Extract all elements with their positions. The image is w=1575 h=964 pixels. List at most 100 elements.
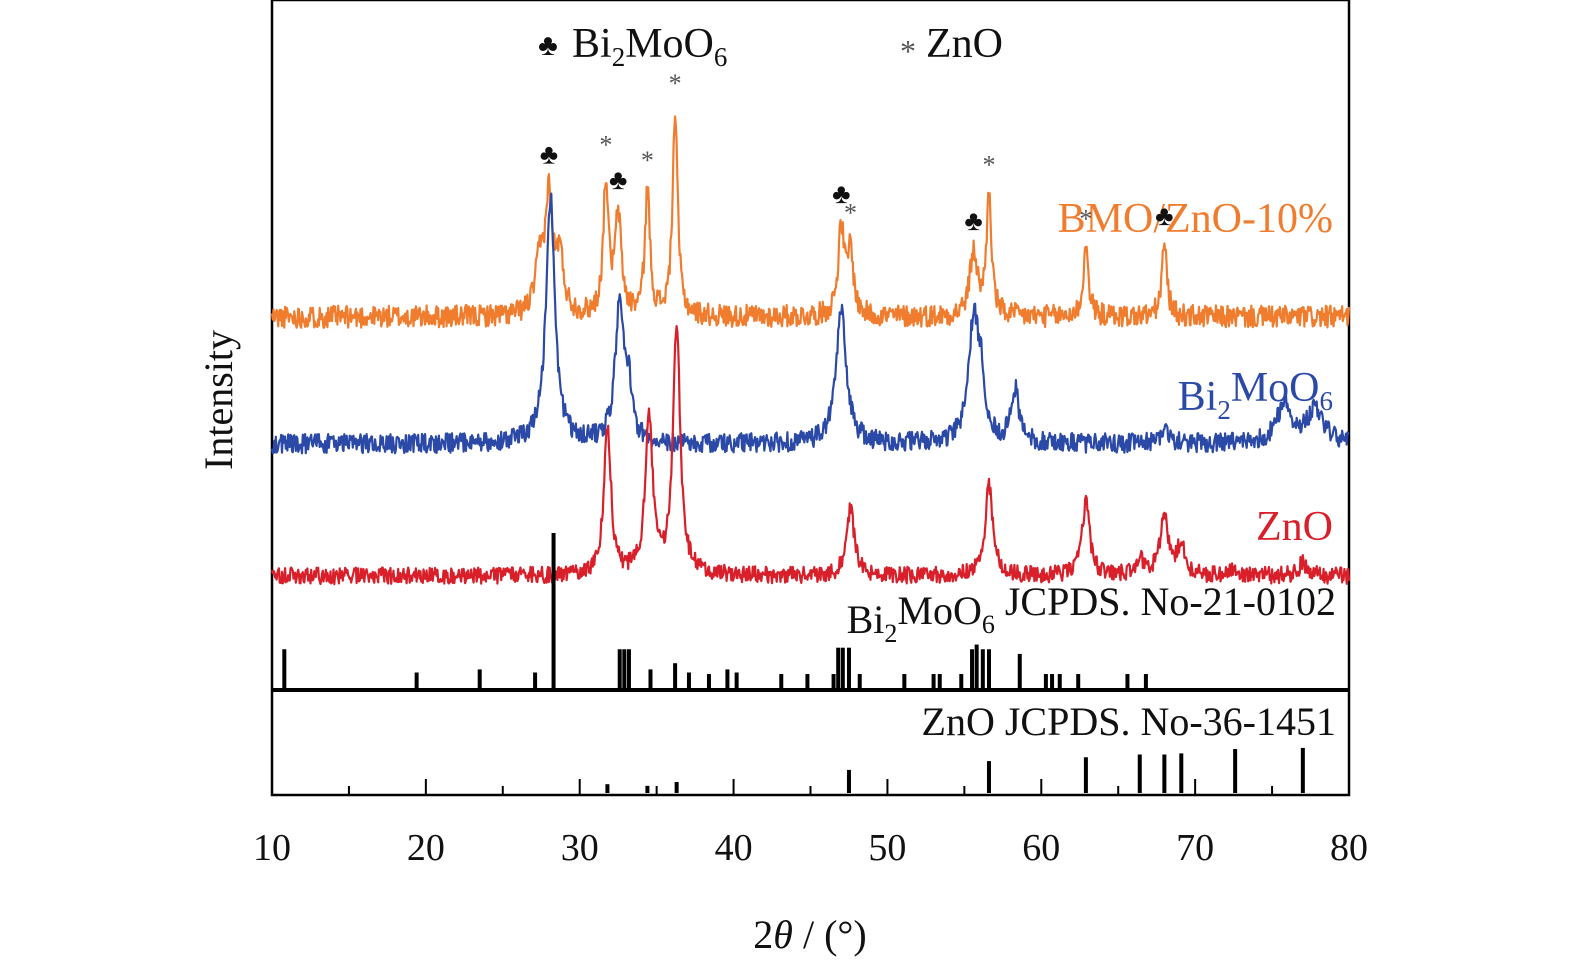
reference-1-stick-9 bbox=[648, 669, 653, 688]
x-axis-label-main: 2 bbox=[753, 912, 773, 957]
legend-asterisk-icon: * bbox=[900, 33, 916, 69]
series-label-2-part-2: MoO bbox=[1231, 365, 1320, 411]
reference-1-stick-25 bbox=[959, 674, 964, 688]
asterisk-marker-9: * bbox=[982, 150, 995, 179]
asterisk-marker-4: * bbox=[641, 146, 654, 175]
x-tick-label-20: 20 bbox=[407, 827, 445, 869]
club-marker-8: ♣ bbox=[964, 206, 982, 237]
series-label-2: Bi2MoO6 bbox=[1178, 365, 1333, 425]
reference-1-stick-7 bbox=[622, 649, 627, 688]
reference-label-1-part-3: 6 bbox=[982, 610, 995, 639]
reference-1-stick-28 bbox=[980, 649, 985, 688]
x-axis-ticks: 10 20 30 40 50 60 70 80 bbox=[253, 779, 1368, 869]
reference-2-stick-9 bbox=[1179, 753, 1184, 793]
reference-2-stick-3 bbox=[674, 782, 679, 793]
reference-1-stick-36 bbox=[1143, 674, 1148, 688]
reference-label-1: Bi2MoO6 JCPDS. No-21-0102 bbox=[847, 579, 1336, 648]
reference-1-stick-30 bbox=[1017, 653, 1022, 688]
reference-1-stick-23 bbox=[931, 674, 936, 688]
reference-1-stick-3 bbox=[477, 669, 482, 688]
reference-1-stick-26 bbox=[970, 649, 975, 688]
legend-label-bi2moo6-sub: 2 bbox=[612, 42, 626, 72]
reference-label-2-part-0: ZnO JCPDS. No-36-1451 bbox=[922, 699, 1336, 744]
series-line-3 bbox=[270, 325, 1351, 586]
reference-1-stick-2 bbox=[414, 672, 419, 688]
club-marker-6: ♣ bbox=[832, 179, 850, 210]
legend-label-zno: ZnO bbox=[926, 21, 1003, 67]
reference-2-stick-2 bbox=[645, 785, 650, 793]
reference-2-stick-7 bbox=[1137, 754, 1142, 793]
x-tick-label-80: 80 bbox=[1330, 827, 1368, 869]
reference-label-1-part-2: MoO bbox=[897, 588, 981, 633]
legend-label-bi2moo6-a: Bi bbox=[572, 21, 612, 67]
asterisk-marker-2: * bbox=[599, 130, 612, 159]
legend-label-bi2moo6-sub2: 6 bbox=[714, 42, 728, 72]
reference-1-stick-21 bbox=[857, 674, 862, 688]
reference-1-stick-4 bbox=[533, 672, 538, 688]
series-label-3: ZnO bbox=[1256, 504, 1333, 550]
reference-1-stick-5 bbox=[551, 533, 556, 688]
x-tick-label-70: 70 bbox=[1176, 827, 1214, 869]
peak-marker-layer: ♣ *♣**♣* ♣** ♣ bbox=[540, 69, 1174, 237]
series-label-3-part-0: ZnO bbox=[1256, 504, 1333, 550]
reference-2-stick-8 bbox=[1162, 754, 1167, 793]
series-label-1: BMO/ZnO-10% bbox=[1058, 196, 1333, 242]
club-marker-11: ♣ bbox=[1155, 201, 1173, 232]
reference-1-stick-22 bbox=[902, 674, 907, 688]
reference-1-stick-18 bbox=[836, 647, 841, 688]
reference-1-stick-15 bbox=[779, 674, 784, 688]
series-label-2-part-0: Bi bbox=[1178, 374, 1218, 420]
club-marker-3: ♣ bbox=[609, 165, 627, 196]
x-axis-label-unit: / (°) bbox=[793, 912, 867, 957]
legend-club-icon: ♣ bbox=[538, 29, 558, 62]
legend-item-bi2moo6: ♣ Bi2MoO6 bbox=[538, 21, 727, 72]
reference-1-stick-29 bbox=[986, 649, 991, 688]
reference-1-stick-10 bbox=[673, 663, 678, 688]
series-label-2-part-3: 6 bbox=[1320, 386, 1334, 416]
x-axis-label: 2θ / (°) bbox=[753, 912, 866, 957]
x-tick-label-30: 30 bbox=[561, 827, 599, 869]
reference-1-stick-35 bbox=[1125, 674, 1130, 688]
x-tick-label-50: 50 bbox=[868, 827, 906, 869]
reference-1-stick-13 bbox=[725, 669, 730, 688]
reference-1-stick-33 bbox=[1057, 674, 1062, 688]
x-tick-label-10: 10 bbox=[253, 827, 291, 869]
reference-2-stick-1 bbox=[605, 784, 610, 793]
reference-1-stick-32 bbox=[1050, 674, 1055, 688]
reference-label-1-part-1: 2 bbox=[884, 619, 897, 648]
reference-2-stick-6 bbox=[1083, 757, 1088, 793]
x-axis-label-theta: θ bbox=[773, 912, 793, 957]
legend-label-bi2moo6-b: MoO bbox=[625, 21, 714, 67]
reference-2-stick-11 bbox=[1300, 747, 1305, 793]
club-marker-1: ♣ bbox=[540, 140, 558, 171]
series-line-1 bbox=[270, 115, 1351, 329]
series-layer: BMO/ZnO-10% Bi2MoO6 ZnO bbox=[270, 115, 1351, 586]
reference-2-stick-10 bbox=[1233, 749, 1238, 793]
asterisk-marker-10: * bbox=[1079, 204, 1092, 233]
series-label-2-part-1: 2 bbox=[1217, 395, 1231, 425]
reference-1-stick-19 bbox=[840, 647, 845, 688]
reference-1-stick-11 bbox=[686, 672, 691, 688]
reference-2-stick-5 bbox=[986, 761, 991, 793]
y-axis-label: Intensity bbox=[196, 330, 241, 470]
legend: ♣ Bi2MoO6 * ZnO bbox=[538, 21, 1003, 72]
legend-label-bi2moo6: Bi2MoO6 bbox=[572, 21, 727, 72]
reference-1-stick-31 bbox=[1043, 674, 1048, 688]
reference-1-stick-17 bbox=[831, 674, 836, 688]
reference-layer: Bi2MoO6 JCPDS. No-21-0102 ZnO JCPDS. No-3… bbox=[282, 533, 1336, 793]
reference-1-stick-34 bbox=[1076, 674, 1081, 688]
reference-2-stick-4 bbox=[846, 769, 851, 793]
x-tick-label-60: 60 bbox=[1022, 827, 1060, 869]
reference-label-1-part-4: JCPDS. No-21-0102 bbox=[995, 579, 1336, 624]
reference-label-1-part-0: Bi bbox=[847, 597, 885, 642]
reference-1-stick-6 bbox=[617, 649, 622, 688]
reference-1-stick-20 bbox=[846, 647, 851, 688]
asterisk-marker-5: * bbox=[669, 69, 682, 98]
reference-1-stick-27 bbox=[974, 644, 979, 688]
x-tick-label-40: 40 bbox=[715, 827, 753, 869]
reference-1-stick-24 bbox=[937, 674, 942, 688]
asterisk-marker-7: * bbox=[844, 199, 857, 228]
reference-1-stick-1 bbox=[282, 649, 287, 688]
series-line-2 bbox=[270, 192, 1350, 455]
